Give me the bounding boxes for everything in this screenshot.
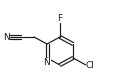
Text: N: N bbox=[44, 58, 50, 67]
Text: F: F bbox=[57, 14, 63, 23]
Text: N: N bbox=[3, 32, 10, 42]
Text: Cl: Cl bbox=[86, 61, 95, 69]
